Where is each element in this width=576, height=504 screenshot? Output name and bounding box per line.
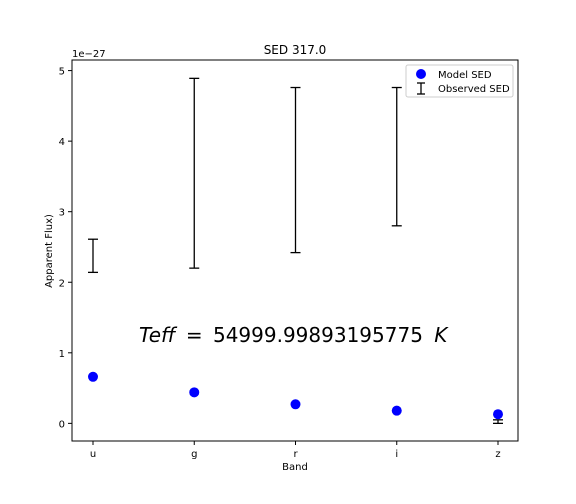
model-sed-point (88, 371, 98, 382)
model-sed-point (493, 409, 503, 420)
x-axis-label: Band (282, 462, 308, 473)
y-tick-label: 0 (59, 419, 65, 430)
legend: Model SED Observed SED (405, 64, 514, 98)
teff-value: 54999.99893195775 (213, 323, 423, 347)
x-tick-label: u (90, 449, 96, 460)
observed-sed-errorbars (88, 77, 503, 425)
model-sed-point (290, 399, 301, 410)
teff-annotation: Teff = 54999.99893195775 K (139, 323, 449, 347)
x-tick-label: g (191, 449, 197, 460)
x-tick-label: i (395, 449, 398, 460)
legend-observed-marker (417, 82, 425, 95)
model-sed-point (189, 387, 200, 398)
x-tick-label: z (495, 449, 500, 460)
teff-unit: K (434, 323, 449, 347)
y-scale-offset-label: 1e−27 (72, 49, 106, 60)
y-tick-label: 2 (59, 278, 65, 289)
observed-errorbar (290, 86, 301, 254)
legend-box (405, 64, 514, 98)
teff-lhs: Teff (139, 323, 178, 347)
teff-eq: = (186, 323, 203, 347)
chart-title: SED 317.0 (264, 43, 327, 57)
legend-observed-label: Observed SED (438, 84, 510, 95)
legend-model-label: Model SED (438, 70, 492, 81)
y-tick-label: 5 (59, 67, 65, 78)
y-axis-ticks: 0 1 2 3 4 5 (59, 67, 72, 430)
y-tick-label: 1 (59, 349, 65, 360)
y-axis-label: Apparent Flux) (44, 214, 55, 288)
observed-errorbar (189, 77, 200, 269)
model-sed-point (391, 405, 402, 416)
observed-errorbar (391, 86, 402, 227)
y-tick-label: 4 (59, 137, 65, 148)
observed-errorbar (493, 419, 503, 425)
model-sed-points (88, 371, 503, 420)
observed-errorbar (88, 238, 98, 274)
legend-model-marker (416, 69, 426, 79)
y-tick-label: 3 (59, 208, 65, 219)
x-tick-label: r (293, 449, 298, 460)
